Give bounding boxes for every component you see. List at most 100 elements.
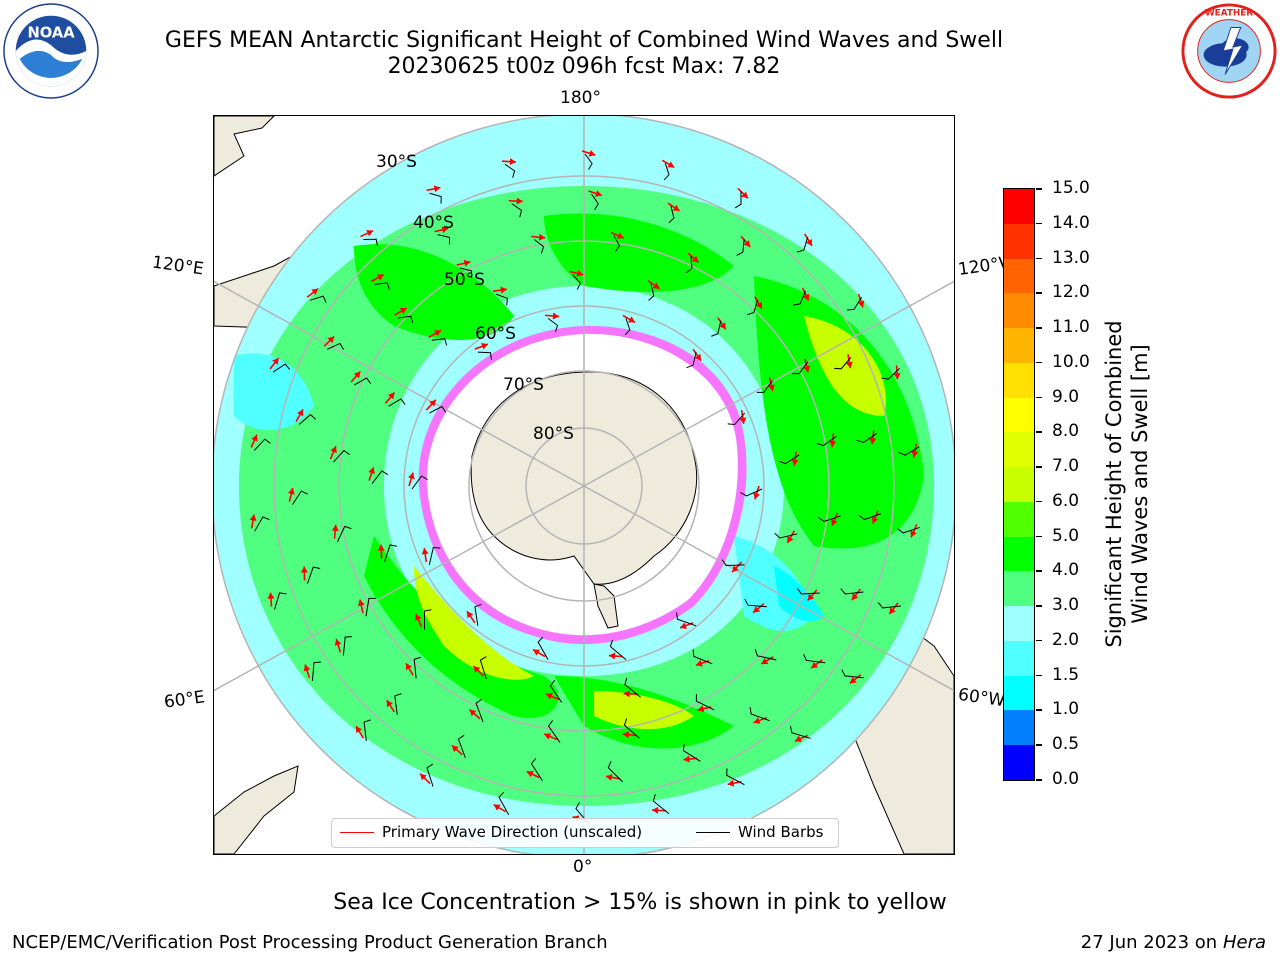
chart-title: GEFS MEAN Antarctic Significant Height o… (164, 28, 1004, 53)
wave-arrow (623, 690, 638, 698)
wave-arrow (492, 286, 508, 294)
wave-arrow (357, 599, 365, 614)
wind-barb (437, 234, 451, 245)
colorbar-segment (1004, 536, 1034, 572)
colorbar-label: Significant Height of Combined Wind Wave… (1101, 184, 1153, 784)
colorbar-segment (1004, 258, 1034, 294)
wind-barb (841, 669, 864, 679)
wave-arrow (647, 280, 661, 290)
wind-barb (353, 377, 372, 386)
wind-barb (426, 763, 434, 787)
legend-item-wind-barbs: Wind Barbs (696, 823, 823, 841)
wave-arrow (421, 547, 429, 563)
wind-barb (624, 677, 641, 698)
lon-label-60w: 60°W (956, 684, 1007, 712)
colorbar-segment (1004, 501, 1034, 537)
wind-barb (686, 352, 697, 369)
date-text: 27 Jun 2023 on (1080, 932, 1218, 953)
wave-arrow (526, 770, 540, 779)
wind-barb (856, 433, 877, 444)
legend-label: Wind Barbs (738, 823, 824, 841)
wave-arrow (869, 430, 877, 445)
wave-arrow (695, 659, 710, 667)
wind-barb (834, 356, 852, 370)
wave-arrow (350, 370, 361, 383)
wind-barb (695, 694, 715, 711)
colorbar-tick: 14.0 (1036, 214, 1090, 232)
lon-label-180: 180° (560, 88, 601, 108)
wave-arrow (493, 803, 507, 813)
wind-barb (457, 734, 466, 758)
wave-arrow (544, 312, 560, 320)
wave-arrow (605, 773, 620, 781)
wind-barb (254, 516, 270, 532)
wind-barb (796, 587, 820, 595)
wind-barb (291, 490, 308, 505)
wave-arrow (581, 149, 596, 157)
wind-barb (326, 342, 345, 350)
wind-barb (388, 398, 406, 407)
lon-label-120e: 120°E (150, 252, 205, 280)
colorbar-tick: 2.0 (1036, 631, 1079, 649)
wind-barb (676, 612, 697, 627)
wave-arrow (419, 773, 431, 785)
wind-barb (272, 363, 291, 373)
colorbar-segment (1004, 223, 1034, 259)
colorbar-segment (1004, 571, 1034, 607)
colorbar-segment (1004, 675, 1034, 711)
wave-arrow (622, 731, 637, 739)
wind-barb (474, 603, 482, 626)
wind-barb (363, 719, 371, 742)
wind-barb (384, 544, 398, 562)
wind-barb (803, 653, 826, 664)
wind-barb (475, 698, 484, 723)
wind-barb (682, 743, 701, 762)
wave-arrow (474, 343, 489, 350)
colorbar-label-line1: Significant Height of Combined (1102, 320, 1126, 648)
wind-barb (498, 791, 510, 815)
wave-arrow (794, 734, 808, 743)
credit-line: NCEP/EMC/Verification Post Processing Pr… (12, 932, 608, 953)
wave-arrow (622, 314, 636, 324)
wave-arrow (394, 307, 408, 316)
wind-barb (609, 639, 627, 660)
wind-barb (547, 720, 561, 743)
wind-barb (549, 680, 563, 703)
wind-barb (342, 636, 353, 656)
legend-swatch-red-line (340, 831, 374, 833)
colorbar-tick: 1.5 (1036, 666, 1079, 684)
wave-arrow (300, 566, 308, 581)
colorbar-tick: 9.0 (1036, 388, 1079, 406)
wave-arrow (679, 622, 694, 629)
wave-arrow (472, 665, 484, 677)
wind-barb (881, 368, 900, 380)
wave-arrow (767, 377, 775, 392)
wind-barb (333, 449, 350, 463)
colorbar-tick: 11.0 (1036, 319, 1090, 336)
wave-arrow (810, 659, 823, 669)
wave-arrow (857, 293, 865, 308)
wind-barb (792, 361, 809, 375)
wind-barb (459, 267, 473, 278)
wind-barb (429, 192, 442, 204)
wave-arrow (740, 235, 751, 248)
wave-arrow (851, 588, 862, 601)
colorbar-tick: 13.0 (1036, 249, 1090, 267)
wind-barb (607, 760, 624, 783)
wind-barb (797, 236, 809, 253)
wind-barb (253, 438, 271, 451)
wave-arrow (786, 530, 795, 544)
wave-arrow (405, 662, 414, 676)
lat-label-80s: 80°S (533, 424, 574, 444)
wind-barb (431, 338, 448, 346)
wind-barb (363, 238, 379, 247)
wind-barb (477, 351, 492, 360)
wave-arrow (468, 709, 481, 720)
colorbar-tick: 7.0 (1036, 458, 1079, 475)
wind-barb (310, 295, 327, 303)
colorbar-tick: 0.0 (1036, 771, 1079, 788)
wave-arrow (911, 443, 919, 458)
wind-barb (754, 649, 777, 661)
nws-logo: WEATHER (1181, 3, 1277, 99)
wave-arrow (543, 733, 558, 741)
